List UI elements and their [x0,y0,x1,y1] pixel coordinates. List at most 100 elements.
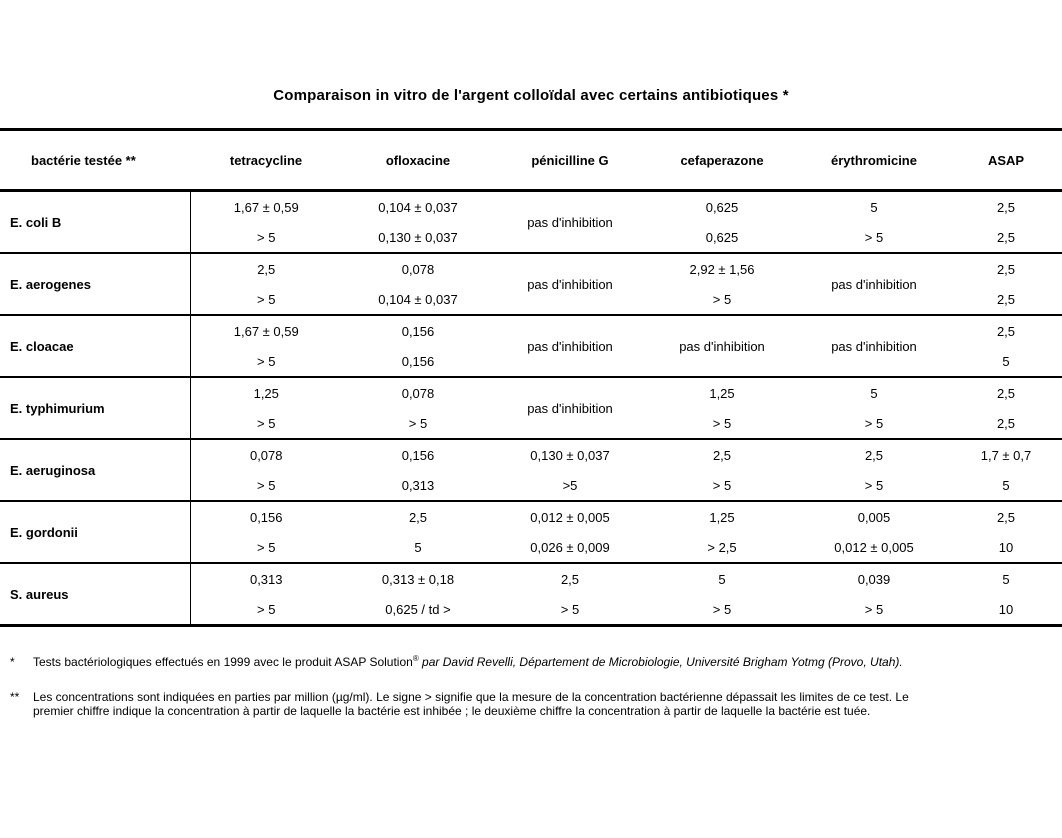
value-cell-inhibition: 5 [950,562,1062,594]
value-cell-inhibition: 2,5 [798,438,950,470]
no-inhibition-cell: pas d'inhibition [494,314,646,377]
bacteria-name: E. aerogenes [0,252,191,315]
value-cell-lethal: > 5 [712,415,732,431]
value-cell-lethal: 0,104 ± 0,037 [378,291,458,307]
no-inhibition-cell: pas d'inhibition [646,314,798,377]
value-cell-lethal: > 5 [560,601,580,617]
no-inhibition-cell: pas d'inhibition [798,314,950,377]
footnotes: * Tests bactériologiques effectués en 199… [0,655,1062,719]
value-cell-lethal: 0,130 ± 0,037 [378,229,458,245]
value-cell-inhibition: 2,5 [950,252,1062,284]
value-cell-inhibition: 5 [798,376,950,408]
value-cell-inhibition: 0,012 ± 0,005 [494,500,646,532]
column-header: ofloxacine [342,128,494,192]
value-cell-inhibition: 0,078 [342,252,494,284]
value-cell-inhibition: 0,039 [798,562,950,594]
column-header: tetracycline [190,128,342,192]
value-cell-lethal: > 5 [257,539,276,555]
value-cell-lethal: 5 [1002,477,1010,493]
value-cell-lethal: > 5 [257,415,276,431]
value-cell-inhibition: 0,130 ± 0,037 [494,438,646,470]
value-cell-lethal: 0,625 [705,229,739,245]
column-header: cefaperazone [646,128,798,192]
bacteria-name: E. cloacae [0,314,191,377]
value-cell-lethal: > 5 [864,415,884,431]
value-cell-inhibition: 2,92 ± 1,56 [646,252,798,284]
table-header-row: bactérie testée ** tetracycline ofloxacine… [0,128,1062,192]
value-cell-inhibition: 2,5 [494,562,646,594]
table-row: E. cloacae 1,67 ± 0,59 0,156 pas d'inhibiti… [0,314,1062,377]
value-cell-lethal: > 5 [864,229,884,245]
value-cell-lethal: 10 [998,539,1014,555]
value-cell-lethal: 2,5 [996,415,1016,431]
footnote: ** Les concentrations sont indiquées en p… [0,690,1062,719]
bacteria-name: S. aureus [0,562,191,626]
value-cell-inhibition: 5 [798,189,950,222]
value-cell-lethal: 10 [998,601,1014,617]
no-inhibition-cell: pas d'inhibition [494,189,646,253]
table-row: > 5 > 5 > 5 > 5 2,5 [0,408,1062,439]
value-cell-inhibition: 1,7 ± 0,7 [950,438,1062,470]
value-cell-inhibition: 2,5 [646,438,798,470]
column-header: érythromicine [798,128,950,192]
value-cell-inhibition: 1,25 [190,376,342,408]
value-cell-inhibition: 0,313 ± 0,18 [342,562,494,594]
value-cell-lethal: > 5 [257,353,276,369]
column-header-bacteria: bactérie testée ** [0,128,190,192]
value-cell-inhibition: 5 [646,562,798,594]
value-cell-lethal: 0,313 [401,477,435,493]
table-row: E. coli B 1,67 ± 0,59 0,104 ± 0,037 pas d'i… [0,189,1062,253]
value-cell-inhibition: 0,156 [342,314,494,346]
column-header: ASAP [950,128,1062,192]
value-cell-inhibition: 1,67 ± 0,59 [190,314,342,346]
value-cell-inhibition: 0,625 [646,189,798,222]
table-row: > 5 0,130 ± 0,037 0,625 > 5 2,5 [0,222,1062,253]
bacteria-name: E. aeruginosa [0,438,191,501]
value-cell-lethal: > 5 [408,415,428,431]
value-cell-inhibition: 0,005 [798,500,950,532]
column-header: pénicilline G [494,128,646,192]
value-cell-inhibition: 2,5 [950,314,1062,346]
bacteria-name: E. gordonii [0,500,191,563]
value-cell-lethal: 0,026 ± 0,009 [530,539,610,555]
table-row: > 5 5 0,026 ± 0,009 > 2,5 0,012 ± 0,005 10 [0,532,1062,563]
value-cell-inhibition: 2,5 [950,189,1062,222]
footnote-text: Les concentrations sont indiquées en par… [33,689,909,719]
no-inhibition-cell: pas d'inhibition [494,252,646,315]
table-row: E. typhimurium 1,25 0,078 pas d'inhibition 1… [0,376,1062,439]
table-row: > 5 0,104 ± 0,037 > 5 2,5 [0,284,1062,315]
value-cell-inhibition: 0,156 [190,500,342,532]
footnote-marker: ** [10,689,20,704]
table-row: > 5 0,156 5 [0,346,1062,377]
value-cell-lethal: > 5 [864,601,884,617]
footnote-text: Tests bactériologiques effectués en 1999… [33,654,903,670]
value-cell-lethal: 5 [414,539,422,555]
value-cell-lethal: > 5 [257,601,276,617]
bacteria-name: E. typhimurium [0,376,191,439]
value-cell-lethal: > 5 [864,477,884,493]
value-cell-inhibition: 1,25 [646,376,798,408]
value-cell-inhibition: 2,5 [950,376,1062,408]
value-cell-lethal: 0,156 [401,353,435,369]
value-cell-inhibition: 0,078 [342,376,494,408]
no-inhibition-cell: pas d'inhibition [798,252,950,315]
value-cell-inhibition: 0,156 [342,438,494,470]
antibiotics-comparison-table: bactérie testée ** tetracycline ofloxacine… [0,128,1062,627]
value-cell-inhibition: 1,25 [646,500,798,532]
table-row: > 5 0,625 / td > > 5 > 5 > 5 10 [0,594,1062,626]
value-cell-lethal: 0,012 ± 0,005 [834,539,914,555]
value-cell-inhibition: 0,078 [190,438,342,470]
value-cell-lethal: > 5 [712,601,732,617]
table-row: E. aerogenes 2,5 0,078 pas d'inhibition 2,92… [0,252,1062,315]
footnote: * Tests bactériologiques effectués en 199… [0,655,1062,670]
table-row: S. aureus 0,313 0,313 ± 0,18 2,5 5 0,039 5 [0,562,1062,626]
footnote-marker: * [10,655,15,669]
page-title: Comparaison in vitro de l'argent colloïd… [273,87,789,104]
value-cell-lethal: > 5 [257,291,276,307]
value-cell-lethal: 2,5 [996,229,1016,245]
value-cell-lethal: > 5 [257,477,276,493]
value-cell-lethal: > 5 [712,291,732,307]
value-cell-inhibition: 0,313 [190,562,342,594]
table-row: E. gordonii 0,156 2,5 0,012 ± 0,005 1,25 0,00… [0,500,1062,563]
value-cell-lethal: > 5 [712,477,732,493]
